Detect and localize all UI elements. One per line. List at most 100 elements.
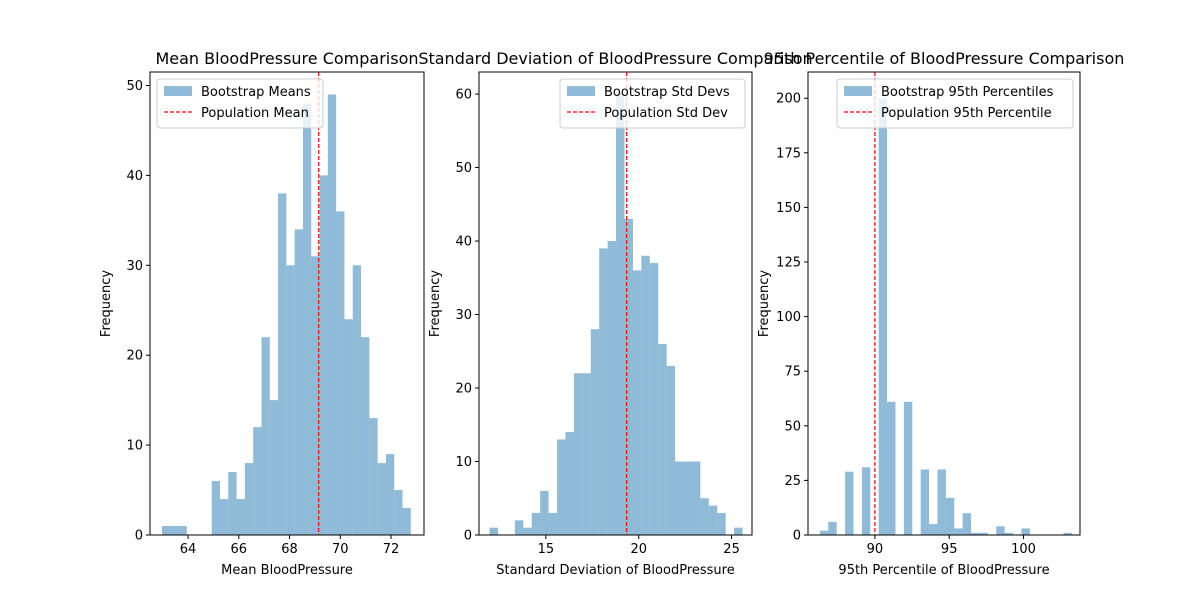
y-tick-label: 50 bbox=[784, 419, 801, 434]
histogram-bar bbox=[962, 513, 972, 535]
legend-swatch-bootstrap bbox=[567, 86, 595, 96]
histogram-bar bbox=[377, 463, 386, 535]
histogram-bar bbox=[1063, 532, 1072, 535]
y-axis-ticks: 0 10 20 30 40 50 60 bbox=[455, 88, 479, 544]
panel-std-dev: 15 20 25 0 10 20 30 40 50 60 Standard Deviation … bbox=[418, 49, 812, 578]
histogram-bar bbox=[557, 439, 566, 535]
histogram-bar bbox=[632, 270, 642, 535]
histogram-bar bbox=[523, 527, 532, 535]
legend-box bbox=[156, 78, 324, 129]
histogram-bar bbox=[691, 461, 701, 535]
histogram-bars bbox=[819, 98, 1072, 535]
legend-label-population: Population Mean bbox=[201, 106, 309, 121]
x-axis-ticks: 15 20 25 bbox=[538, 535, 740, 557]
histogram-bar bbox=[361, 337, 370, 535]
histogram-bar bbox=[845, 471, 854, 535]
histogram-bar bbox=[1021, 528, 1030, 535]
y-tick-label: 125 bbox=[776, 256, 801, 271]
histogram-bar bbox=[708, 505, 718, 535]
histogram-bar bbox=[540, 490, 549, 535]
histogram-bar bbox=[352, 265, 362, 535]
y-tick-label: 175 bbox=[776, 146, 801, 161]
histogram-bar bbox=[170, 526, 179, 535]
x-tick-label: 100 bbox=[1011, 542, 1036, 557]
histogram-bar bbox=[996, 526, 1005, 535]
histogram-bar bbox=[236, 499, 245, 535]
y-tick-label: 20 bbox=[455, 382, 472, 397]
histogram-bar bbox=[278, 193, 287, 535]
y-axis-label: Frequency bbox=[428, 270, 443, 337]
histogram-bar bbox=[887, 401, 896, 535]
histogram-bar bbox=[1004, 532, 1014, 535]
histogram-bar bbox=[311, 256, 320, 535]
histogram-bar bbox=[261, 337, 270, 535]
histogram-bar bbox=[548, 512, 558, 535]
histogram-bar bbox=[929, 524, 938, 535]
y-axis-label: Frequency bbox=[99, 270, 114, 337]
histogram-bar bbox=[675, 461, 684, 535]
y-tick-label: 150 bbox=[776, 201, 801, 216]
x-axis-label: Mean BloodPressure bbox=[221, 563, 353, 578]
legend-label-bootstrap: Bootstrap Means bbox=[201, 85, 311, 100]
legend-label-bootstrap: Bootstrap Std Devs bbox=[604, 85, 730, 100]
x-tick-label: 70 bbox=[332, 542, 349, 557]
histogram-bars bbox=[489, 94, 743, 536]
y-tick-label: 40 bbox=[455, 235, 472, 250]
y-tick-label: 60 bbox=[455, 88, 472, 103]
histogram-bar bbox=[828, 521, 837, 535]
histogram-bar bbox=[286, 265, 295, 535]
legend-label-bootstrap: Bootstrap 95th Percentiles bbox=[881, 85, 1054, 100]
x-tick-label: 64 bbox=[180, 542, 197, 557]
histogram-bar bbox=[734, 527, 743, 535]
y-tick-label: 40 bbox=[126, 169, 143, 184]
plot-frame bbox=[149, 71, 425, 536]
histogram-bar bbox=[878, 98, 888, 535]
y-tick-label: 200 bbox=[776, 92, 801, 107]
histogram-bar bbox=[954, 528, 963, 535]
y-tick-label: 75 bbox=[784, 365, 801, 380]
histogram-bar bbox=[945, 497, 955, 535]
legend: Bootstrap Means Population Mean bbox=[156, 78, 324, 129]
y-tick-label: 50 bbox=[126, 79, 143, 94]
y-tick-label: 30 bbox=[126, 259, 143, 274]
y-tick-label: 10 bbox=[455, 455, 472, 470]
histogram-bar bbox=[649, 263, 659, 535]
chart-title: Standard Deviation of BloodPressure Comp… bbox=[418, 49, 812, 68]
legend-label-population: Population 95th Percentile bbox=[881, 106, 1052, 121]
chart-title: 95th Percentile of BloodPressure Compari… bbox=[764, 49, 1125, 68]
histogram-bar bbox=[385, 454, 395, 535]
x-tick-label: 72 bbox=[383, 542, 400, 557]
x-tick-label: 90 bbox=[867, 542, 884, 557]
plot-frame bbox=[807, 71, 1081, 536]
legend-label-population: Population Std Dev bbox=[604, 106, 728, 121]
histogram-bars bbox=[161, 94, 411, 536]
histogram-bar bbox=[531, 512, 541, 535]
histogram-bar bbox=[658, 343, 667, 535]
histogram-bar bbox=[700, 498, 709, 535]
histogram-bar bbox=[319, 175, 328, 535]
histogram-bar bbox=[624, 218, 633, 535]
histogram-bar bbox=[565, 432, 574, 535]
x-tick-label: 66 bbox=[231, 542, 248, 557]
histogram-bar bbox=[607, 241, 617, 536]
panel-mean: 64 66 68 70 72 0 10 20 30 40 50 Mean BloodPressur… bbox=[99, 49, 425, 578]
x-tick-label: 15 bbox=[538, 542, 555, 557]
x-axis-label: 95th Percentile of BloodPressure bbox=[838, 563, 1049, 578]
y-tick-label: 100 bbox=[776, 310, 801, 325]
histogram-bar bbox=[269, 400, 279, 535]
histogram-bar bbox=[327, 94, 337, 535]
histogram-bar bbox=[903, 401, 913, 535]
histogram-bar bbox=[369, 418, 378, 535]
y-tick-label: 25 bbox=[784, 474, 801, 489]
y-tick-label: 50 bbox=[455, 161, 472, 176]
legend: Bootstrap Std Devs Population Std Dev bbox=[559, 78, 746, 129]
histogram-bar bbox=[573, 373, 583, 535]
histogram-bar bbox=[228, 472, 237, 535]
histogram-bar bbox=[717, 512, 726, 535]
legend-box bbox=[559, 78, 746, 129]
histogram-bar bbox=[244, 463, 254, 535]
x-axis-ticks: 64 66 68 70 72 bbox=[180, 535, 400, 557]
histogram-bar bbox=[489, 527, 499, 535]
histogram-bar bbox=[599, 248, 608, 535]
